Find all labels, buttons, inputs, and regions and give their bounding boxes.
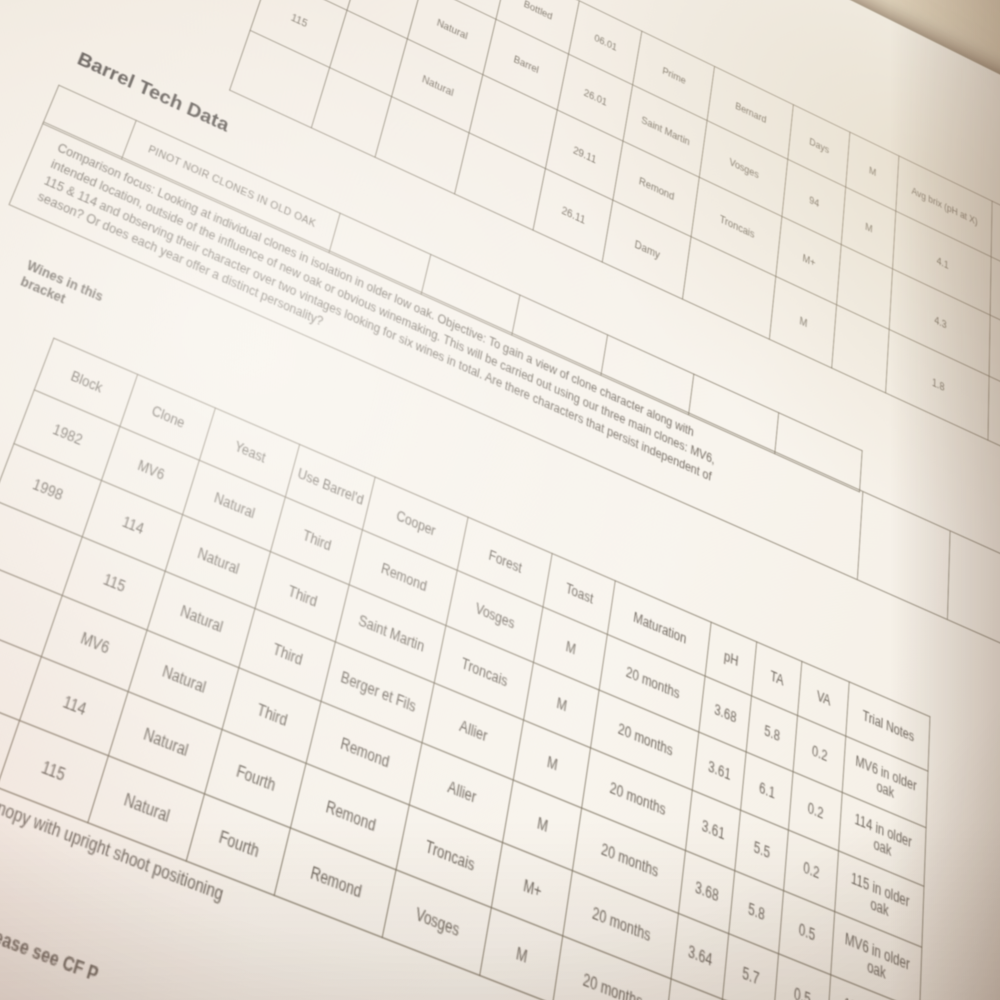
photo-of-document: 1982VOLNaturalBottled06.01PrimeBernardDa… xyxy=(0,0,1000,1000)
photo-layer: 1982VOLNaturalBottled06.01PrimeBernardDa… xyxy=(0,0,1000,1000)
empty-cell xyxy=(948,531,1000,660)
footnote-other-info-text: For other info please see CF P xyxy=(0,879,101,986)
paper-sheet: 1982VOLNaturalBottled06.01PrimeBernardDa… xyxy=(0,0,1000,1000)
table-cell: Remond xyxy=(988,376,1000,481)
wines-bracket-label: Wines in this bracket xyxy=(18,258,131,333)
empty-cell xyxy=(858,491,951,620)
